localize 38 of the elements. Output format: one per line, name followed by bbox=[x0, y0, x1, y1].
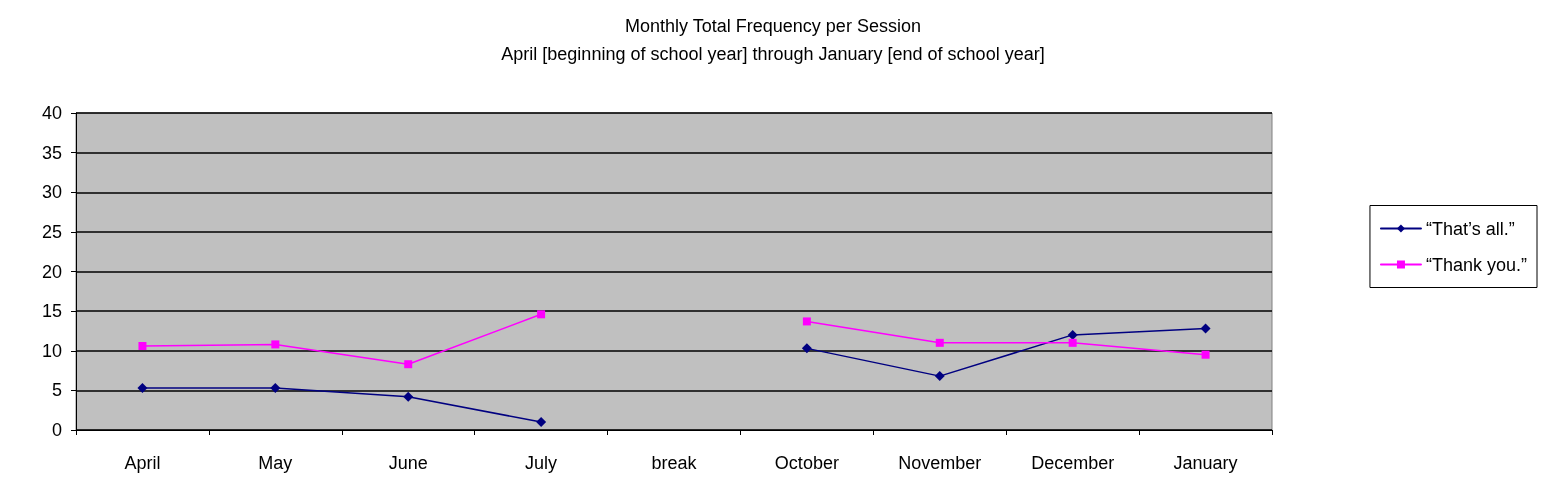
x-tick-label: June bbox=[388, 453, 428, 473]
point bbox=[802, 317, 811, 326]
y-tick-label: 15 bbox=[41, 301, 62, 322]
y-tick-label: 20 bbox=[41, 261, 62, 282]
point bbox=[1068, 338, 1077, 347]
y-tick-label: 40 bbox=[41, 103, 62, 123]
point bbox=[403, 391, 414, 402]
y-tick-label: 10 bbox=[41, 340, 62, 361]
point bbox=[1201, 350, 1210, 359]
x-tick-label: July bbox=[525, 453, 558, 473]
point bbox=[138, 341, 147, 350]
x-tick-label: January bbox=[1173, 453, 1238, 473]
point bbox=[270, 383, 281, 393]
point bbox=[536, 417, 547, 428]
y-tick-label: 5 bbox=[51, 380, 62, 401]
legend-label: “Thank you.” bbox=[1425, 254, 1528, 275]
x-tick-label: October bbox=[774, 453, 839, 473]
x-tick-label: April bbox=[124, 453, 161, 473]
point bbox=[935, 338, 944, 347]
point bbox=[137, 383, 148, 393]
x-tick-label: December bbox=[1031, 453, 1115, 473]
x-tick-label: May bbox=[258, 453, 293, 473]
point bbox=[404, 360, 413, 369]
point bbox=[1067, 329, 1078, 340]
chart-title: Monthly Total Frequency per Session bbox=[625, 16, 921, 36]
point bbox=[801, 343, 812, 354]
point bbox=[537, 310, 546, 319]
y-tick-label: 25 bbox=[41, 221, 62, 242]
y-tick-label: 35 bbox=[41, 142, 62, 163]
y-tick-label: 30 bbox=[41, 182, 62, 203]
legend-label: “That’s all.” bbox=[1425, 218, 1515, 239]
y-tick-label: 0 bbox=[51, 420, 62, 440]
point bbox=[934, 371, 945, 382]
point bbox=[271, 340, 280, 349]
chart-subtitle: April [beginning of school year] through January [end of school year] bbox=[501, 44, 1045, 64]
point bbox=[1200, 323, 1211, 334]
x-tick-label: break bbox=[651, 453, 698, 473]
x-tick-label: November bbox=[898, 453, 982, 473]
